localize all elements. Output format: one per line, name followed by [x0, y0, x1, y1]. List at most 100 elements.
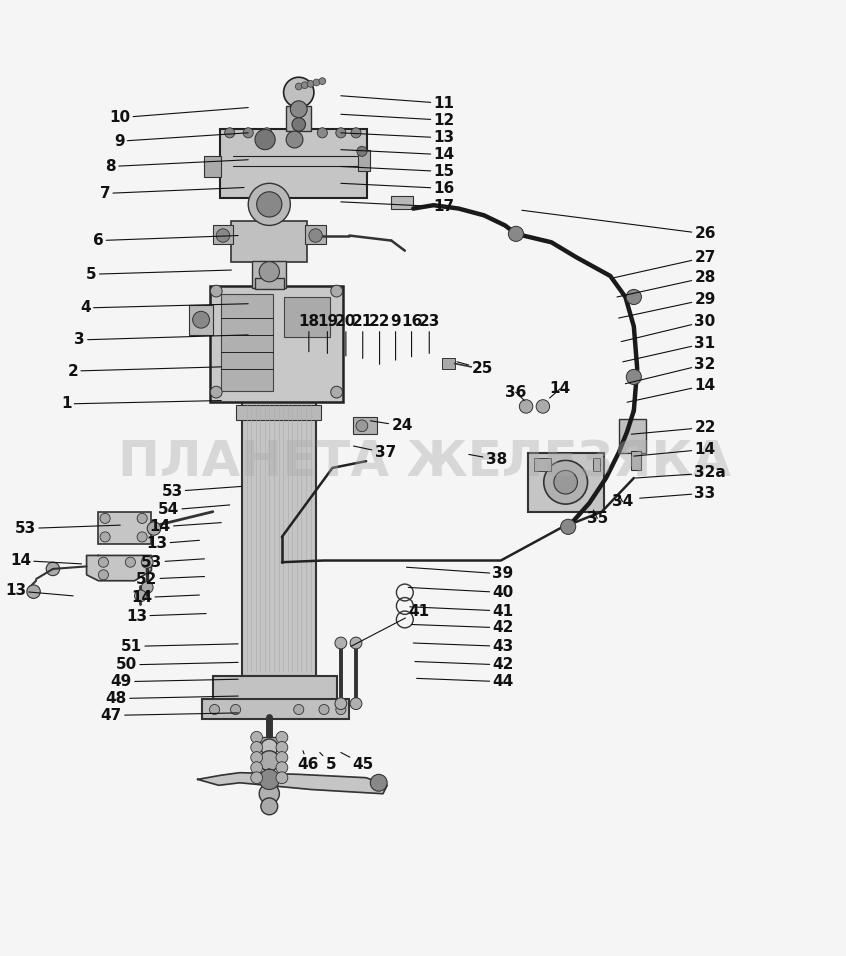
Circle shape — [286, 131, 303, 148]
Text: 5: 5 — [320, 752, 337, 771]
Circle shape — [350, 637, 362, 649]
Circle shape — [98, 570, 108, 580]
Text: 53: 53 — [15, 521, 120, 536]
Bar — [232, 221, 307, 262]
Circle shape — [307, 80, 314, 87]
Text: 10: 10 — [109, 108, 248, 125]
Bar — [286, 106, 311, 131]
Circle shape — [27, 585, 41, 598]
Text: 1: 1 — [61, 397, 222, 411]
Circle shape — [137, 532, 147, 542]
Circle shape — [319, 77, 326, 84]
Circle shape — [261, 128, 272, 138]
Text: 13: 13 — [341, 130, 454, 145]
Bar — [283, 297, 330, 337]
Circle shape — [137, 513, 147, 524]
Text: 25: 25 — [457, 361, 492, 376]
Text: 44: 44 — [416, 674, 514, 689]
Text: 13: 13 — [146, 536, 200, 552]
Circle shape — [519, 400, 533, 413]
Bar — [442, 358, 454, 369]
Bar — [205, 157, 222, 178]
Text: 13: 13 — [5, 583, 73, 598]
Bar — [190, 305, 213, 335]
Circle shape — [336, 128, 346, 138]
Bar — [535, 458, 552, 471]
Text: 14: 14 — [634, 442, 716, 457]
Circle shape — [135, 590, 146, 601]
Text: 14: 14 — [10, 553, 81, 568]
Circle shape — [294, 705, 304, 714]
Text: 49: 49 — [111, 674, 238, 689]
Text: 30: 30 — [621, 314, 716, 341]
Text: 14: 14 — [150, 519, 222, 534]
Circle shape — [301, 82, 308, 89]
Circle shape — [243, 128, 253, 138]
Circle shape — [335, 698, 347, 709]
Text: 32: 32 — [625, 357, 716, 383]
Bar — [593, 458, 600, 471]
Text: 43: 43 — [413, 639, 514, 654]
Bar — [631, 451, 641, 469]
Text: 35: 35 — [586, 510, 608, 526]
Bar — [354, 418, 377, 434]
Bar — [528, 453, 603, 511]
Text: 26: 26 — [522, 210, 716, 241]
Circle shape — [211, 285, 222, 297]
Circle shape — [100, 532, 110, 542]
Circle shape — [141, 581, 153, 594]
Bar — [618, 419, 645, 453]
Circle shape — [309, 228, 322, 242]
Bar — [236, 404, 321, 420]
Bar — [358, 150, 371, 171]
Circle shape — [276, 771, 288, 784]
Text: 28: 28 — [617, 271, 716, 297]
Circle shape — [357, 146, 367, 157]
Circle shape — [98, 557, 108, 567]
Text: 9: 9 — [114, 133, 248, 149]
Bar — [213, 226, 233, 244]
Circle shape — [259, 784, 279, 804]
Circle shape — [259, 262, 279, 282]
Circle shape — [250, 751, 262, 764]
Text: 14: 14 — [627, 378, 716, 402]
Circle shape — [626, 290, 641, 305]
Text: 23: 23 — [419, 314, 440, 354]
Text: 24: 24 — [371, 419, 413, 433]
Bar — [211, 286, 343, 402]
Text: 45: 45 — [341, 752, 374, 771]
Text: 21: 21 — [352, 314, 373, 358]
Text: 36: 36 — [505, 384, 526, 401]
Circle shape — [276, 731, 288, 743]
Text: 51: 51 — [121, 639, 238, 654]
Text: 4: 4 — [80, 300, 248, 315]
Text: 15: 15 — [341, 164, 454, 179]
Circle shape — [261, 798, 277, 815]
Text: 16: 16 — [341, 181, 454, 196]
Bar — [213, 676, 338, 701]
Circle shape — [276, 751, 288, 764]
Circle shape — [250, 762, 262, 773]
Text: 47: 47 — [101, 708, 238, 723]
Bar — [220, 129, 367, 198]
Text: 19: 19 — [316, 314, 338, 354]
Circle shape — [261, 739, 277, 756]
Circle shape — [336, 705, 346, 714]
Text: ПЛАНЕТА ЖЕЛЕЗЯКА: ПЛАНЕТА ЖЕЛЕЗЯКА — [118, 439, 732, 487]
Bar — [305, 226, 326, 244]
Text: 42: 42 — [411, 620, 514, 636]
Text: 14: 14 — [550, 381, 571, 398]
Text: 42: 42 — [415, 658, 514, 672]
Text: 2: 2 — [68, 363, 222, 379]
Circle shape — [544, 461, 587, 504]
Circle shape — [193, 312, 210, 328]
Circle shape — [250, 731, 262, 743]
Circle shape — [554, 470, 578, 494]
Circle shape — [351, 128, 361, 138]
Text: 53: 53 — [141, 554, 205, 570]
Circle shape — [371, 774, 387, 792]
Text: 31: 31 — [623, 336, 716, 361]
Bar — [392, 196, 413, 209]
Text: 14: 14 — [131, 590, 200, 605]
Bar — [252, 261, 286, 288]
